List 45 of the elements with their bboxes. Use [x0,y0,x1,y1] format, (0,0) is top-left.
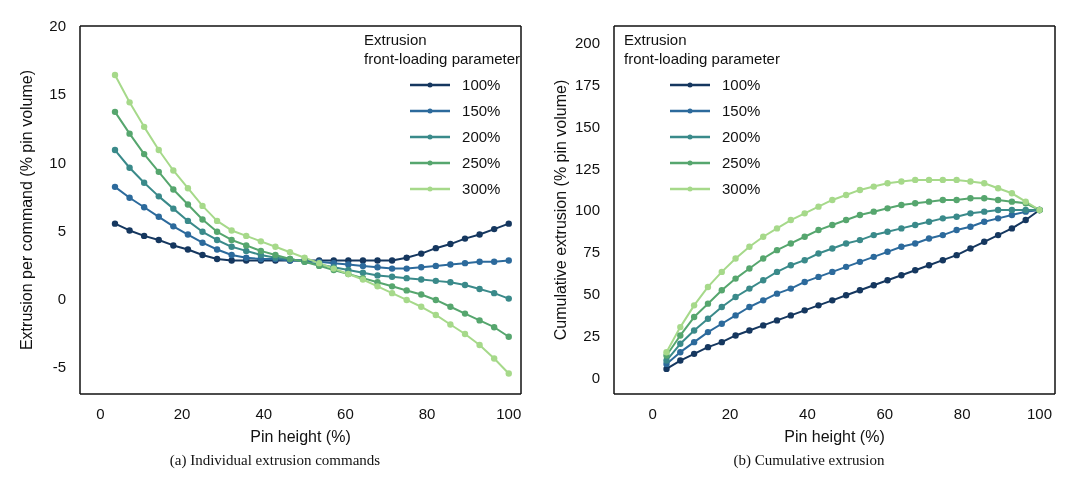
x-tick-label: 20 [721,404,739,422]
y-tick-label: -5 [52,358,66,376]
x-tick-label: 0 [96,404,105,422]
x-tick-label: 60 [337,404,354,422]
y-tick-label: 15 [49,85,66,103]
legend-label: 250% [722,153,761,172]
y-tick-label: 0 [57,289,66,307]
x-tick-label: 0 [648,404,657,422]
y-tick-label: 0 [591,368,600,386]
y-tick-label: 125 [574,159,600,177]
legend-label: 150% [462,101,501,120]
y-tick-label: 20 [49,17,66,35]
legend-label: 200% [722,127,761,146]
x-axis-title: Pin height (%) [784,428,885,445]
x-tick-label: 80 [418,404,436,422]
legend-label: 300% [722,179,761,198]
y-tick-label: 200 [574,34,600,52]
y-tick-label: 150 [574,117,600,135]
legend-title: Extrusion front-loading parameter [624,30,780,68]
text: (b) Cumulative extrusion [732,452,886,469]
legend-title: Extrusion front-loading parameter [364,30,520,68]
x-tick-label: 20 [173,404,191,422]
x-tick-label: 60 [876,404,894,422]
x-tick-label: 40 [799,404,816,422]
x-axis-title: Pin height (%) [250,428,351,445]
text: (a) Individual extrusion commands [168,452,382,469]
y-axis-title: Cumulative extrusion (% pin volume) [551,79,569,341]
legend-label: 250% [462,153,501,172]
legend-label: 200% [462,127,501,146]
legend-label: 100% [722,75,761,94]
y-tick-label: 10 [49,153,66,171]
x-tick-label: 100 [496,404,522,422]
x-tick-label: 40 [255,404,273,422]
y-tick-label: 100 [574,201,600,219]
legend-label: 100% [462,75,501,94]
legend-label: 300% [462,179,501,198]
x-tick-label: 80 [953,404,971,422]
y-tick-label: 75 [583,243,600,261]
y-tick-label: 175 [574,75,600,93]
y-tick-label: 50 [583,284,600,302]
x-tick-label: 100 [1027,404,1053,422]
y-axis-title: Extrusion per command (% pin volume) [17,69,35,351]
legend-label: 150% [722,101,761,120]
y-tick-label: 25 [583,326,600,344]
y-tick-label: 5 [57,221,66,239]
